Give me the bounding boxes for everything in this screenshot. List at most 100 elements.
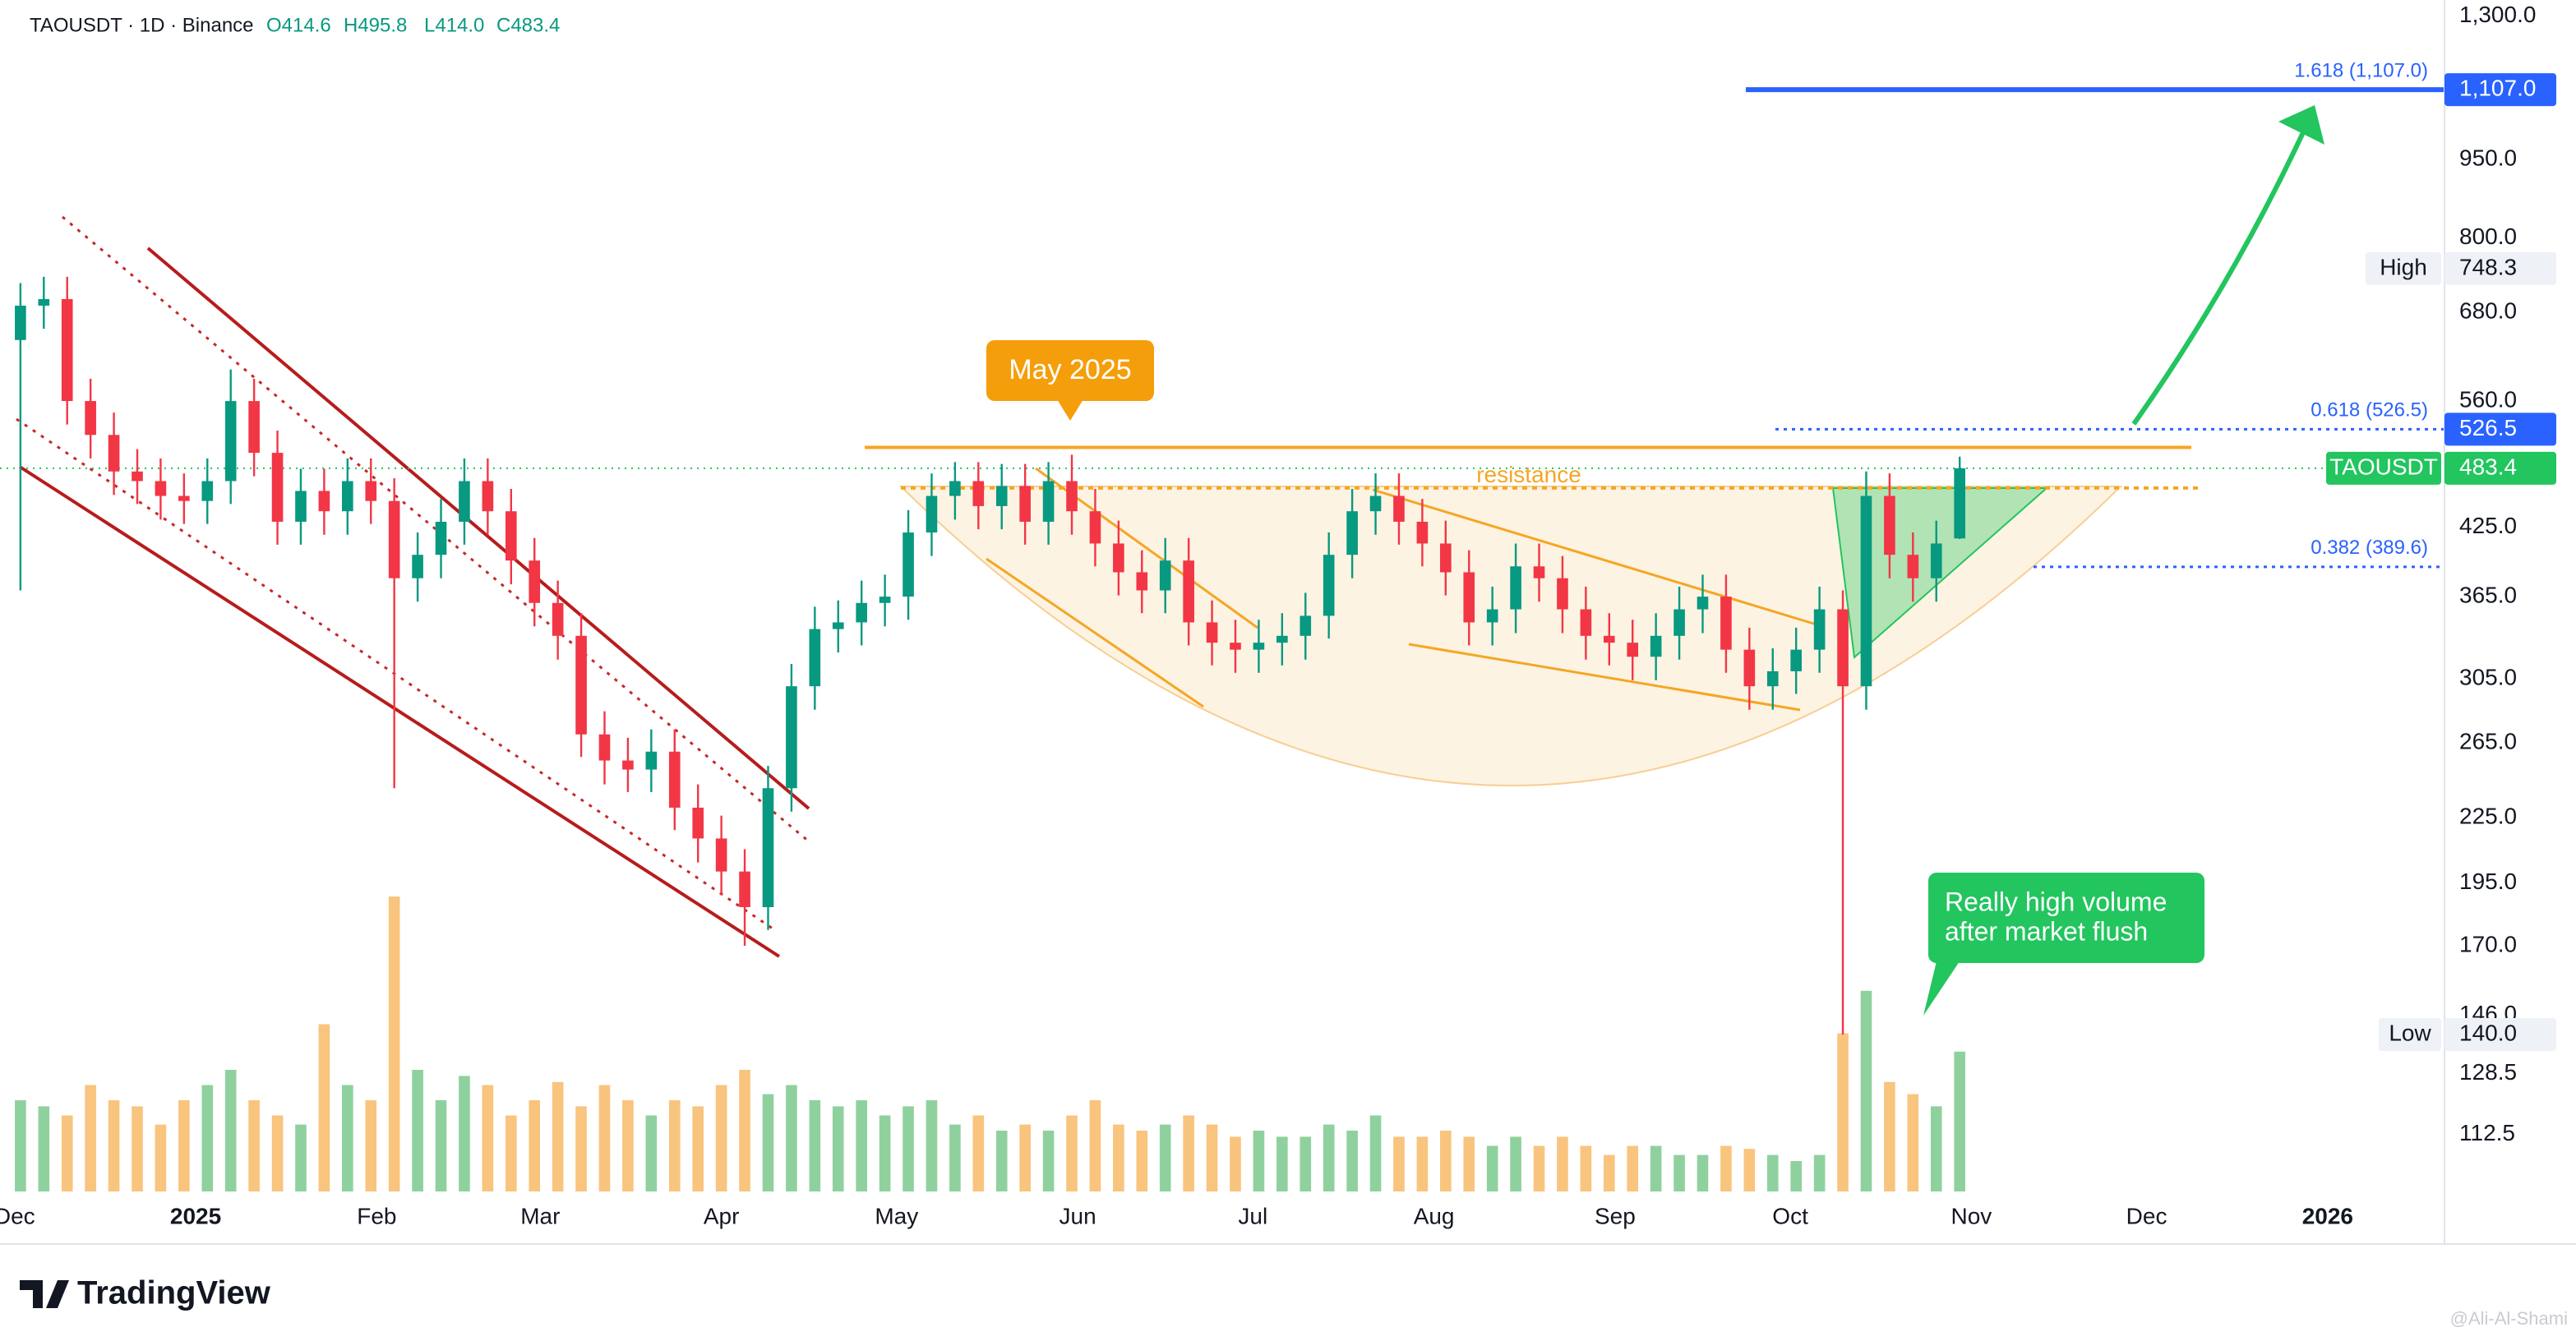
volume-bar [1884, 1081, 1895, 1191]
volume-bar [435, 1100, 447, 1191]
volume-bar [949, 1124, 961, 1191]
callout [1928, 873, 2204, 963]
volume-bar [1416, 1136, 1429, 1191]
volume-bar [1930, 1106, 1942, 1191]
x-tick-label: May [875, 1203, 918, 1228]
volume-bar [926, 1100, 938, 1191]
wedge-line [1372, 488, 1817, 626]
candle-body [786, 686, 797, 789]
watermark: @Ali-Al-Shami [2450, 1308, 2568, 1329]
candle-body [1416, 521, 1429, 544]
ohlc: L414.0 [424, 14, 484, 36]
candle-body [412, 555, 423, 578]
candle-body [1580, 609, 1592, 636]
candle-body [1557, 578, 1568, 610]
volume-bar [505, 1115, 517, 1191]
volume-bar [1183, 1115, 1194, 1191]
candle-body [15, 305, 26, 340]
price-label-box [2444, 251, 2556, 285]
candle-body [1113, 543, 1124, 573]
volume-bar [529, 1100, 541, 1191]
candle-body [85, 401, 96, 435]
candle-body [388, 500, 400, 578]
price-label-box [2444, 73, 2556, 107]
y-tick-label: 800.0 [2459, 224, 2517, 249]
volume-bar [224, 1070, 237, 1191]
volume-bar [668, 1100, 681, 1191]
candle-body [1393, 495, 1405, 522]
volume-bar [1557, 1136, 1568, 1191]
candle-body [1323, 555, 1335, 616]
volume-bar [38, 1106, 50, 1191]
volume-bar [1697, 1154, 1709, 1191]
volume-bar [1650, 1145, 1662, 1191]
candle-body [1089, 511, 1101, 544]
candle-body [1790, 649, 1803, 671]
volume-bar [972, 1115, 985, 1191]
candle-body [1230, 643, 1241, 650]
x-tick-label: Mar [520, 1203, 560, 1228]
arrow [2131, 117, 2312, 426]
y-tick-label: 1,300.0 [2459, 2, 2536, 27]
volume-bar [1393, 1136, 1405, 1191]
candle-body [61, 298, 73, 402]
x-tick-label: Oct [1772, 1203, 1808, 1228]
volume-bar [178, 1100, 190, 1191]
price-name-box [2379, 1017, 2441, 1051]
y-tick-label: 950.0 [2459, 145, 2517, 171]
price-label-box [2444, 412, 2556, 446]
price-name-box [2326, 451, 2441, 485]
volume-bar [762, 1094, 774, 1191]
volume-bar [318, 1024, 330, 1191]
price-label: 1,107.0 [2459, 76, 2536, 101]
volume-bar [1837, 1033, 1849, 1191]
candle-body [1837, 609, 1849, 687]
callout-text: after market flush [1945, 916, 2148, 946]
candle-body [155, 481, 167, 496]
candle-body [1300, 615, 1312, 636]
symbol-title: TAOUSDT · 1D · Binance [30, 14, 254, 36]
candle-body [856, 602, 867, 623]
price-label-box [2444, 1017, 2556, 1051]
volume-bar [809, 1100, 821, 1191]
candle-body [972, 481, 985, 506]
x-tick-label: Dec [0, 1203, 35, 1228]
candle-body [1510, 566, 1521, 610]
candle-body [598, 734, 611, 761]
volume-bar [1954, 1051, 1965, 1191]
volume-bar [155, 1124, 167, 1191]
x-tick-label: 2026 [2302, 1203, 2353, 1228]
channel-line [62, 215, 810, 843]
volume-bar [85, 1085, 96, 1191]
price-name: Low [2389, 1020, 2431, 1045]
candle-body [995, 486, 1008, 506]
candle-body [1159, 560, 1171, 591]
volume-bar [1300, 1136, 1312, 1191]
candle-body [295, 491, 307, 522]
volume-bar [786, 1085, 797, 1191]
candle-body [1486, 609, 1498, 623]
logo-icon [20, 1280, 69, 1308]
price-name-box [2366, 251, 2441, 285]
y-tick-label: 560.0 [2459, 386, 2517, 412]
volume-bar [879, 1115, 891, 1191]
candle-body [1813, 609, 1826, 650]
volume-bar [61, 1115, 73, 1191]
candle-body [1346, 511, 1358, 555]
volume-bar [271, 1115, 284, 1191]
volume-bar [1230, 1136, 1241, 1191]
candle-body [1042, 481, 1055, 522]
volume-bar [552, 1081, 564, 1191]
arrow-head [2278, 105, 2324, 145]
candle-body [949, 481, 961, 496]
candle-body [1183, 560, 1194, 623]
candle-body [1369, 495, 1382, 512]
y-tick-label: 425.0 [2459, 513, 2517, 538]
candle-body [762, 788, 774, 907]
candle-body [132, 471, 143, 482]
ohlc: O414.6 [266, 14, 331, 36]
volume-bar [132, 1106, 143, 1191]
candle-body [575, 635, 587, 735]
y-tick-label: 680.0 [2459, 298, 2517, 324]
